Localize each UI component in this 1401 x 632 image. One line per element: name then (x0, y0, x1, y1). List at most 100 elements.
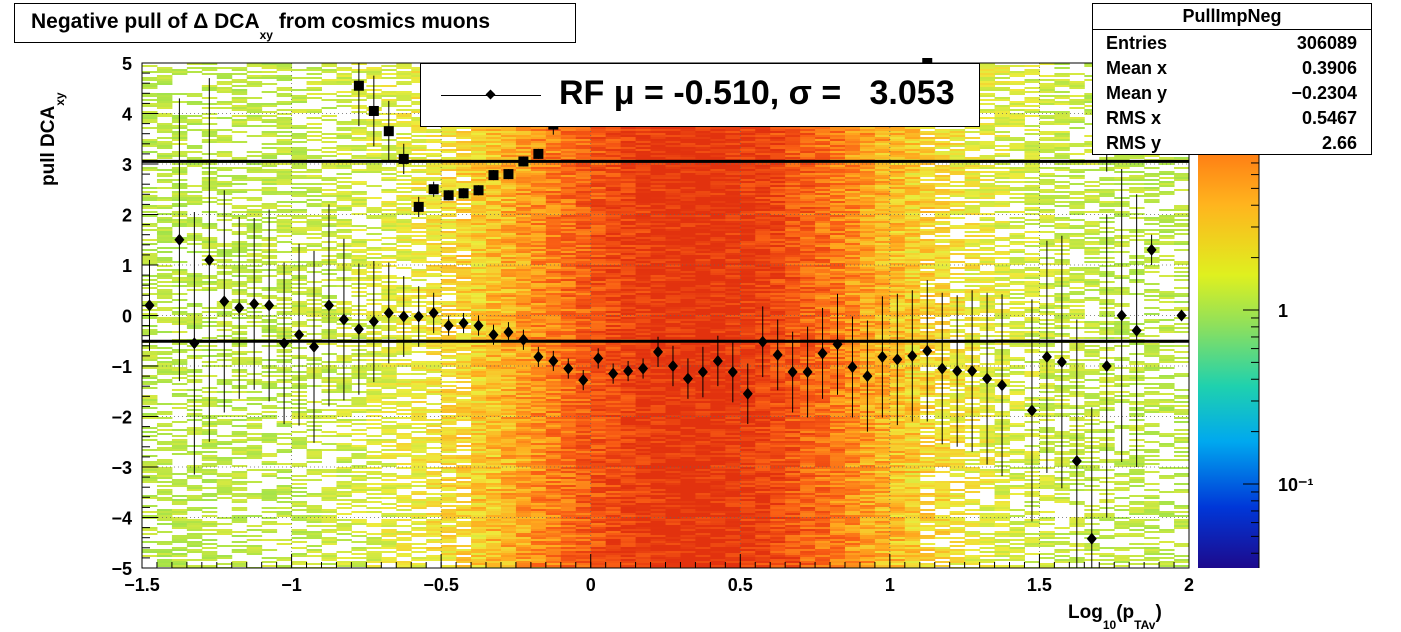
mean-point (1101, 360, 1112, 372)
mean-point (294, 328, 305, 341)
x-tick-label: 0 (586, 575, 596, 595)
mean-point (174, 233, 185, 246)
mean-point (1146, 243, 1157, 256)
x-tick-label: 2 (1184, 575, 1194, 595)
mean-point (473, 319, 484, 332)
mean-point (608, 367, 619, 380)
mean-point (548, 354, 559, 367)
fit-legend: RF μ = -0.510, σ = 3.053 (420, 63, 980, 127)
y-tick-label: −2 (111, 408, 132, 428)
z-tick-label: 10⁻¹ (1278, 475, 1314, 495)
mean-point (907, 349, 918, 362)
mean-point (892, 353, 903, 366)
y-tick-label: −3 (111, 458, 132, 478)
mean-point (937, 362, 948, 375)
mean-point (368, 315, 379, 328)
sigma-point (383, 126, 394, 137)
sigma-point (458, 188, 469, 199)
mean-point (593, 352, 604, 365)
y-tick-label: 5 (122, 54, 132, 74)
x-tick-label: 1.5 (1027, 575, 1052, 595)
mean-point (952, 365, 963, 378)
axes: −1.5 −1 −0.5 0 0.5 1 1.5 2 −5 −4 −3 −2 −1 0 1 2 3 4 5 (111, 54, 1194, 595)
fit-label: RF μ = -0.510, σ = 3.053 (559, 74, 955, 112)
y-tick-label: −4 (111, 509, 132, 529)
fit-lines (142, 159, 1189, 343)
y-tick-label: 4 (122, 105, 132, 125)
mean-point (623, 365, 634, 378)
mean-point (1041, 350, 1052, 363)
mean-point (458, 317, 469, 330)
mean-point (428, 306, 439, 319)
mean-point (413, 310, 424, 323)
x-tick-label: −1 (281, 575, 302, 595)
mean-point (772, 348, 783, 361)
sigma-point (518, 156, 529, 167)
mean-point (488, 328, 499, 341)
mean-point (712, 354, 723, 367)
sigma-point (398, 153, 409, 164)
mean-point (967, 365, 978, 378)
stats-row-entries: Entries 306089 (1106, 33, 1357, 53)
mean-point (204, 253, 215, 266)
mean-point (638, 362, 649, 375)
mean-point (682, 372, 693, 385)
stats-row-mean-y: Mean y −0.2304 (1106, 83, 1357, 103)
x-tick-label: −0.5 (423, 575, 459, 595)
y-tick-label: −1 (111, 357, 132, 377)
sigma-point (353, 80, 364, 91)
mean-point (264, 299, 275, 312)
mean-point (383, 306, 394, 319)
mean-point (802, 366, 813, 379)
mean-point (533, 350, 544, 363)
mean-point (309, 340, 320, 353)
mean-point (697, 366, 708, 379)
mean-point (578, 374, 589, 387)
stats-title: PullImpNeg (1093, 4, 1371, 30)
y-tick-label: 2 (122, 206, 132, 226)
mean-point (1116, 309, 1127, 322)
x-axis-label: Log10(pTAv) (1068, 602, 1162, 632)
stats-row-mean-x: Mean x 0.3906 (1106, 58, 1357, 78)
mean-point (667, 360, 678, 372)
mean-point (922, 344, 933, 357)
mean-point (563, 362, 574, 375)
sigma-point (368, 105, 379, 116)
mean-point (1056, 355, 1067, 368)
mean-point (832, 338, 843, 351)
stats-box: PullImpNeg Entries 306089 Mean x 0.3906 Me… (1092, 3, 1372, 155)
sigma-point (413, 201, 424, 212)
sigma-point (443, 190, 454, 201)
mean-point (1176, 309, 1187, 322)
y-tick-label: 1 (122, 256, 132, 276)
stats-row-rms-y: RMS y 2.66 (1106, 133, 1357, 153)
mean-point (1026, 404, 1037, 417)
mean-point (847, 361, 858, 374)
y-tick-label: 3 (122, 155, 132, 175)
mean-point (144, 299, 155, 312)
mean-point (249, 297, 260, 310)
z-tick-label: 1 (1278, 301, 1288, 321)
mean-point (518, 333, 529, 346)
mean-point (503, 326, 514, 339)
stats-row-rms-x: RMS x 0.5467 (1106, 108, 1357, 128)
x-tick-label: 0.5 (728, 575, 753, 595)
mean-point (877, 350, 888, 363)
mean-point (787, 366, 798, 379)
mean-point (338, 313, 349, 326)
mean-point (982, 372, 993, 385)
sigma-point (533, 148, 544, 159)
chart-title: Negative pull of Δ DCAxy from cosmics mu… (31, 10, 491, 43)
mean-point (279, 337, 290, 350)
mean-point (1131, 324, 1142, 337)
y-tick-label: −5 (111, 559, 132, 579)
mean-point (443, 319, 454, 332)
y-axis-label: pull DCAxy (38, 92, 67, 186)
x-tick-label: −1.5 (124, 575, 160, 595)
chart-title-box: Negative pull of Δ DCAxy from cosmics mu… (14, 3, 576, 43)
mean-point (997, 379, 1008, 392)
mean-point (1071, 454, 1082, 467)
mean-point (862, 370, 873, 383)
sigma-point (473, 185, 484, 196)
mean-point (353, 323, 364, 336)
